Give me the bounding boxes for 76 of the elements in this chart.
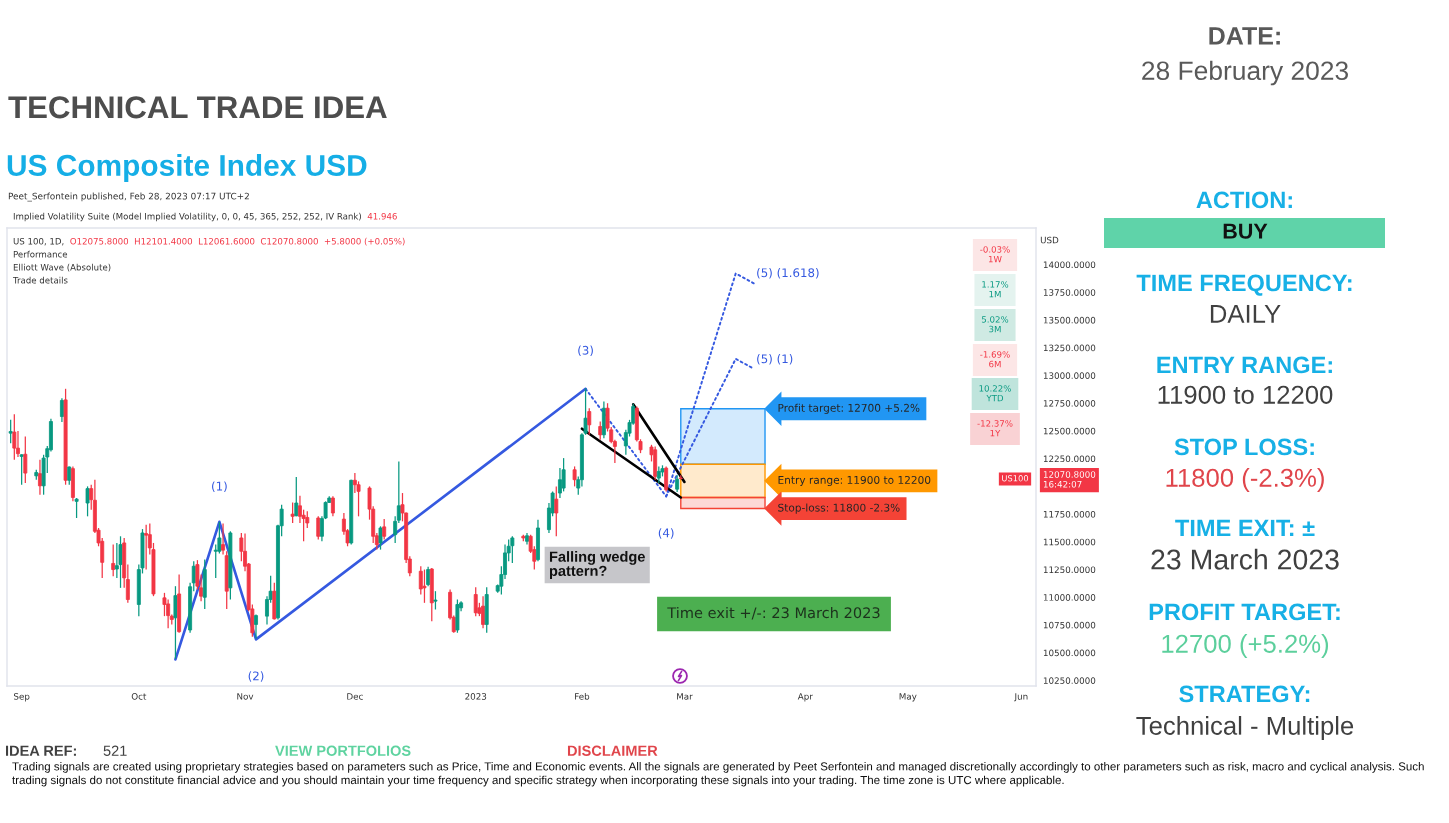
y-tick-label: 11250.0000 — [1043, 566, 1096, 574]
y-tick-label: 14000.0000 — [1043, 261, 1096, 269]
text: STOP LOSS: — [1174, 438, 1314, 456]
y-tick-label: 13250.0000 — [1043, 344, 1096, 352]
chart-subtitle: US Composite Index USD — [7, 154, 367, 182]
text: Implied Volatility Suite (Model Implied Volatility, 0, 0, 45, 365, 252, 252, IV Rank) — [13, 212, 361, 222]
x-tick-label: Mar — [677, 693, 693, 700]
text: Trading signals are created using proprietary strategies based on parameters such as Price, Time and Economic events. All the signals are generated by Peet Serfontein and managed discretionally accordingly to other parameters such as risk, macro and cyclical analysis. Such trading signals do not constitute financial advice and you should maintain your time frequency and specific strategy when incorporating these signals into your trading. The time zone is UTC where applicable. — [12, 762, 1424, 787]
text: TIME FREQUENCY: — [1136, 274, 1352, 296]
y-tick-label: 12070.8000 16:42:07 — [1043, 471, 1096, 488]
x-tick-label: Feb — [575, 692, 590, 700]
annotation: (5) (1) — [757, 354, 793, 365]
text: 11800 (-2.3%) — [1166, 468, 1324, 492]
x-tick-label: Jun — [1014, 693, 1028, 702]
y-tick-label: 11500.0000 — [1043, 538, 1096, 546]
text: 11900 to 12200 — [1158, 385, 1333, 404]
text: ENTRY RANGE: — [1157, 356, 1332, 374]
x-tick-label: Sep — [13, 693, 30, 702]
annotation: 5.02% 3M — [981, 316, 1009, 333]
annotation: US 100, 1D, — [13, 237, 64, 246]
y-tick-label: 12500.0000 — [1043, 427, 1096, 435]
text: VIEW PORTFOLIOS — [275, 745, 411, 756]
annotation: Performance — [13, 250, 68, 258]
annotation: -1.69% 6M — [980, 351, 1010, 368]
y-tick-label: 10500.0000 — [1043, 649, 1096, 657]
y-tick-label: 12250.0000 — [1043, 455, 1096, 463]
y-tick-label: 10250.0000 — [1043, 677, 1096, 684]
annotation: US100 — [1002, 475, 1029, 482]
annotation: -0.03% 1W — [980, 246, 1010, 263]
text: 23 March 2023 — [1151, 548, 1339, 570]
text: 12700 (+5.2%) — [1162, 634, 1329, 658]
text: 28 February 2023 — [1142, 60, 1349, 86]
y-tick-label: 11000.0000 — [1043, 594, 1096, 601]
text: IDEA REF: — [5, 745, 76, 756]
y-tick-label: 13750.0000 — [1043, 289, 1096, 296]
annotation: Trade details — [12, 276, 68, 284]
y-tick-label: 10750.0000 — [1043, 621, 1096, 629]
text: DAILY — [1210, 304, 1281, 323]
text: PROFIT TARGET: — [1149, 603, 1340, 621]
text: Peet_Serfontein published, Feb 28, 2023 07:17 UTC+2 — [8, 192, 249, 202]
annotation: (2) — [248, 671, 264, 682]
annotation: O12075.8000 H12101.4000 L12061.6000 C12070.8000 +5.8000 (+0.05%) — [70, 237, 405, 246]
text: 521 — [103, 745, 127, 756]
annotation: (3) — [578, 345, 593, 357]
x-tick-label: Oct — [131, 693, 147, 700]
x-tick-label: Dec — [347, 693, 363, 700]
text: Technical - Multiple — [1136, 716, 1354, 740]
annotation: (5) (1.618) — [757, 268, 819, 279]
y-tick-label: 12750.0000 — [1043, 400, 1096, 407]
annotation: Falling wedge pattern? — [549, 551, 645, 579]
band-label: Profit target: 12700 +5.2% — [778, 403, 920, 414]
text: TIME EXIT: ± — [1175, 519, 1315, 537]
y-tick-label: 11750.0000 — [1043, 510, 1096, 518]
text: BUY — [1223, 223, 1268, 239]
annotation: Time exit +/-: 23 March 2023 — [667, 606, 880, 620]
x-tick-label: Nov — [237, 693, 254, 700]
text: DISCLAIMER — [567, 745, 658, 756]
x-tick-label: May — [899, 693, 917, 702]
chart-title: TECHNICAL TRADE IDEA — [8, 96, 387, 119]
annotation: 1.17% 1M — [982, 281, 1009, 298]
text: 41.946 — [367, 212, 397, 220]
annotation: -12.37% 1Y — [977, 420, 1013, 437]
text: DATE: — [1209, 27, 1280, 45]
y-tick-label: 13000.0000 — [1043, 372, 1096, 379]
band-label: Entry range: 11900 to 12200 — [778, 475, 931, 486]
x-tick-label: 2023 — [465, 693, 487, 700]
band-label: Stop-loss: 11800 -2.3% — [778, 503, 900, 514]
annotation: (4) — [658, 528, 674, 539]
annotation: 10.22% YTD — [979, 385, 1011, 402]
y-tick-label: 13500.0000 — [1043, 316, 1096, 324]
annotation: (1) — [212, 481, 227, 492]
x-tick-label: Apr — [797, 693, 813, 702]
y-axis-title: USD — [1040, 236, 1059, 244]
text: ACTION: — [1196, 191, 1292, 209]
annotation: Elliott Wave (Absolute) — [13, 263, 111, 272]
text: STRATEGY: — [1179, 685, 1310, 703]
